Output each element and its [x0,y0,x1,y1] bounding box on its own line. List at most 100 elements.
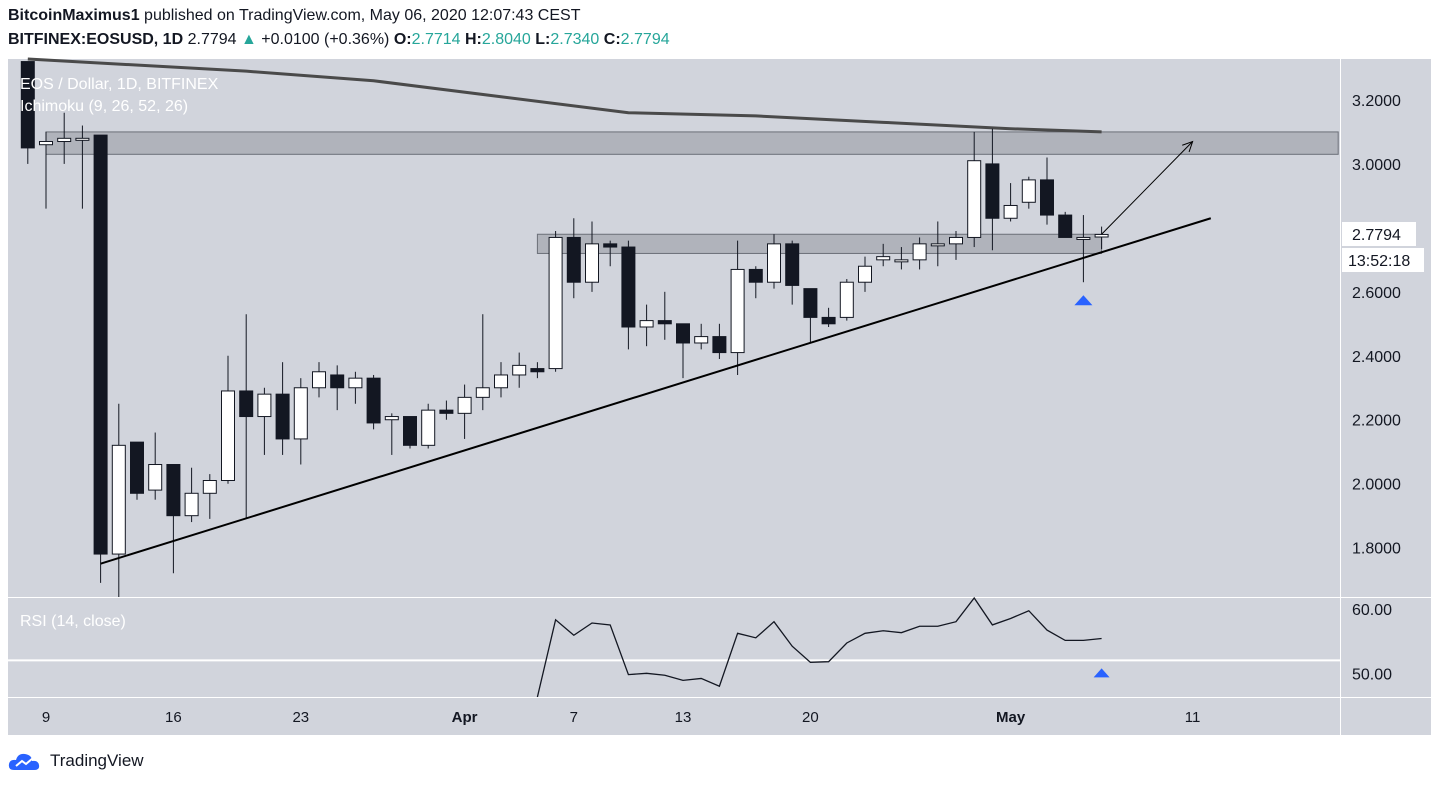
candle-body [785,243,800,286]
author-name[interactable]: BitcoinMaximus1 [8,7,140,24]
moving-average-line[interactable] [27,57,1102,134]
candle-body [275,393,290,440]
candle[interactable] [221,355,235,484]
candle[interactable] [949,231,963,260]
candle-body [403,416,417,446]
candle[interactable] [148,432,163,500]
candle[interactable] [1003,183,1018,222]
candle-body [457,396,472,414]
candle[interactable] [457,384,472,439]
projection-arrow[interactable] [1101,141,1193,235]
candle-body [348,377,363,389]
candle[interactable] [676,323,690,379]
rsi-axis[interactable] [1341,598,1431,697]
candle-body [20,61,35,149]
candle[interactable] [712,323,727,359]
candle[interactable] [530,362,545,379]
candle[interactable] [421,403,436,449]
candle-body [130,441,144,494]
candle[interactable] [384,413,399,455]
candle[interactable] [184,467,199,523]
candle[interactable] [585,221,599,292]
candle[interactable] [57,112,72,164]
candle[interactable] [403,416,417,449]
candle[interactable] [694,323,709,350]
last-price-tag [1342,222,1416,246]
candle[interactable] [312,362,326,398]
close-label: C: [603,31,621,48]
candle[interactable] [767,234,781,289]
candle[interactable] [876,243,891,267]
candle[interactable] [202,474,217,519]
candle[interactable] [130,441,144,500]
candle[interactable] [439,400,454,420]
low-value: 2.7340 [550,31,600,48]
price-change: +0.0100 (+0.36%) [261,31,390,48]
tradingview-logo[interactable]: TradingView [8,750,144,772]
candle[interactable] [348,371,363,404]
candle[interactable] [293,378,308,465]
candle[interactable] [985,128,1000,251]
candle[interactable] [603,240,618,267]
rsi-pane[interactable] [8,598,1340,697]
candle[interactable] [930,221,945,267]
time-axis[interactable] [8,698,1340,735]
candle[interactable] [1094,226,1109,249]
candle-body [712,336,727,354]
candle-body [384,416,399,421]
candle[interactable] [494,362,508,398]
resistance-zone[interactable] [45,131,1339,155]
candle[interactable] [639,304,654,347]
candle-body [858,265,872,283]
ascending-trendline[interactable] [100,217,1212,565]
candle[interactable] [748,266,763,299]
candle[interactable] [730,240,745,375]
candle-body [75,137,90,141]
time-tick-label: 23 [292,709,309,726]
candle[interactable] [20,61,35,164]
rsi-line[interactable] [536,596,1102,698]
rsi-marker-triangle[interactable] [1093,668,1110,678]
price-marker-triangle[interactable] [1074,295,1093,306]
candle[interactable] [839,279,854,321]
candle[interactable] [330,365,345,411]
candle[interactable] [821,307,836,327]
candle[interactable] [239,314,254,519]
rsi-legend[interactable]: RSI (14, close) [20,613,126,630]
candle[interactable] [967,131,982,248]
candle[interactable] [75,125,90,209]
candle-body [730,268,745,354]
candle-body [694,336,709,344]
candle-body [566,236,581,283]
candle[interactable] [39,131,53,209]
candle[interactable] [166,464,181,574]
candle[interactable] [1021,176,1036,209]
candle-body [748,268,763,283]
candle-body [257,393,272,418]
candle[interactable] [475,314,490,411]
candle[interactable] [1058,211,1073,238]
candle[interactable] [1040,157,1054,225]
candle[interactable] [858,256,872,292]
candle[interactable] [257,387,272,455]
candle[interactable] [548,231,563,372]
candle-body [876,256,891,261]
candle[interactable] [93,134,108,583]
candle[interactable] [803,288,818,343]
candle[interactable] [275,362,290,455]
indicator-legend[interactable]: Ichimoku (9, 26, 52, 26) [20,98,188,115]
candle[interactable] [894,247,909,270]
rsi-tick-label: 60.00 [1352,602,1392,619]
candle[interactable] [1076,215,1091,283]
candle[interactable] [366,374,381,430]
candle[interactable] [657,291,672,340]
price-axis[interactable] [1341,59,1431,597]
candle[interactable] [912,237,927,270]
candle[interactable] [621,240,636,350]
candle[interactable] [111,403,126,597]
candle[interactable] [785,240,800,305]
candle-body [93,134,108,555]
candle[interactable] [512,352,527,388]
candle[interactable] [566,218,581,299]
